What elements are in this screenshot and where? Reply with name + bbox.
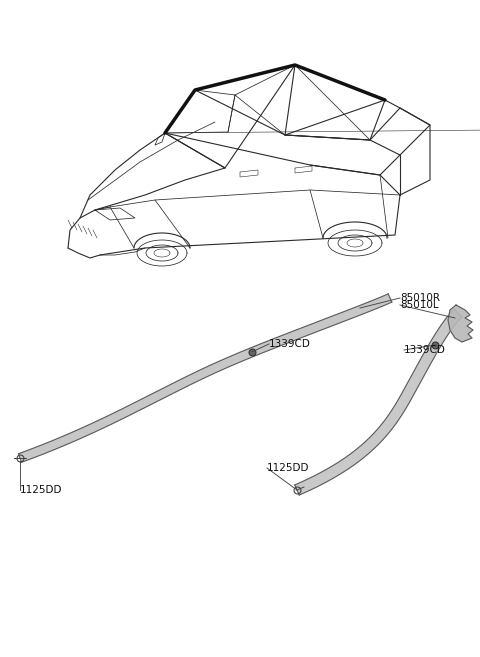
Text: 1339CD: 1339CD bbox=[269, 339, 311, 349]
Polygon shape bbox=[295, 309, 462, 495]
Text: 1125DD: 1125DD bbox=[267, 463, 310, 473]
Text: 85010R: 85010R bbox=[400, 293, 440, 303]
Text: 85010L: 85010L bbox=[400, 300, 439, 310]
Polygon shape bbox=[18, 294, 392, 463]
Text: 1339CD: 1339CD bbox=[404, 345, 446, 355]
Text: 1125DD: 1125DD bbox=[20, 485, 62, 495]
Polygon shape bbox=[448, 305, 473, 342]
